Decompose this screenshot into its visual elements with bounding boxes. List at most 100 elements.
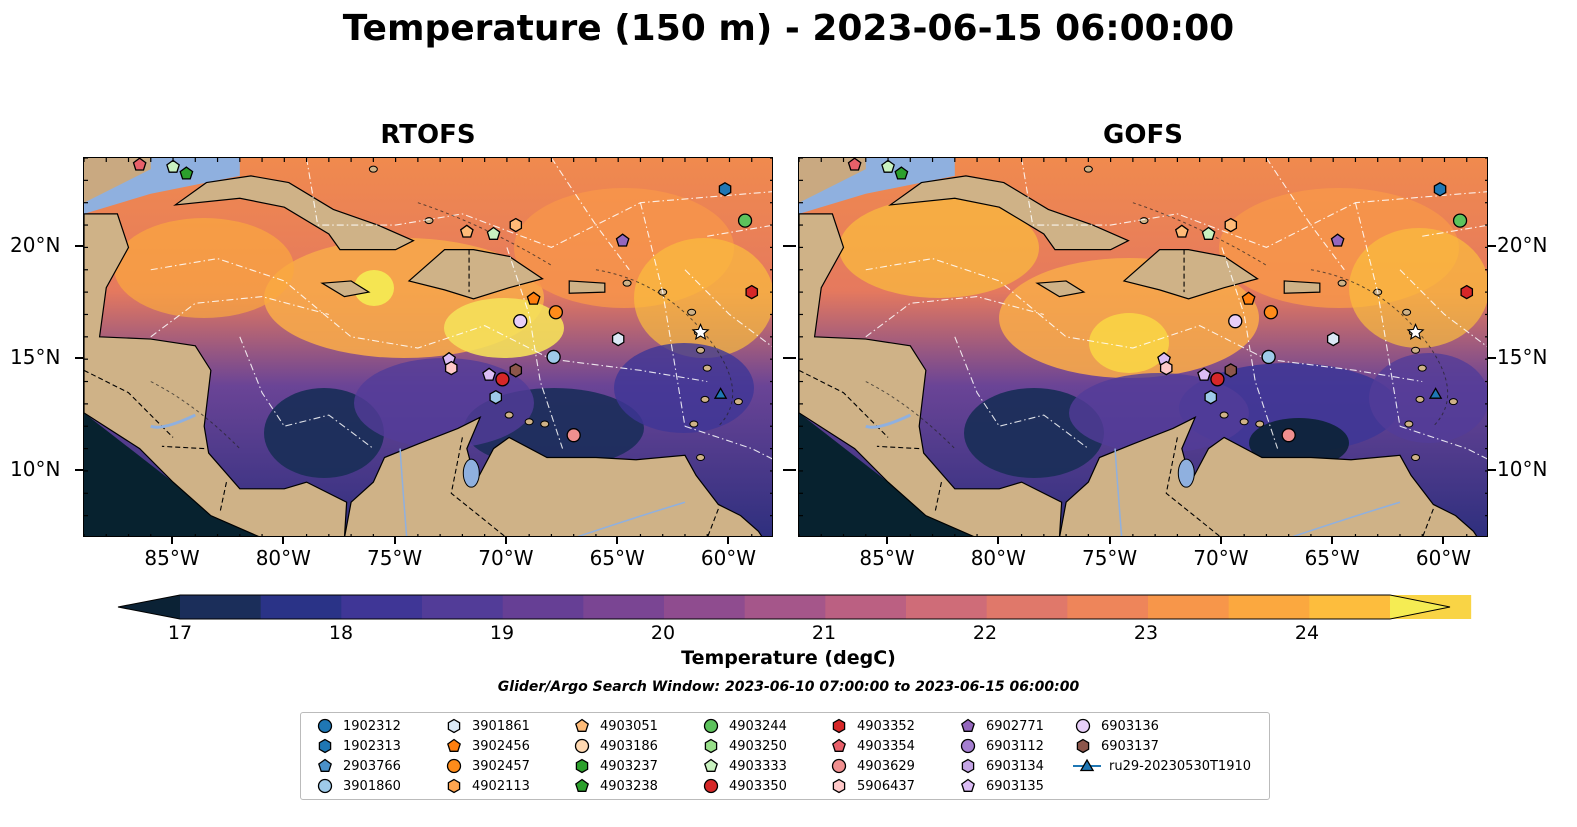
map-panel-rtofs — [83, 157, 773, 537]
float-marker — [166, 159, 180, 173]
legend-item: 3902457 — [444, 756, 530, 776]
figure-title: Temperature (150 m) - 2023-06-15 06:00:0… — [342, 8, 1235, 49]
legend-item: 4903237 — [572, 756, 658, 776]
float-marker — [847, 158, 862, 171]
legend-item: 4903186 — [572, 736, 658, 756]
colorbar-tick-label: 20 — [650, 622, 676, 644]
legend-label: 4903237 — [600, 758, 658, 774]
float-marker — [611, 331, 625, 347]
legend-marker-icon — [1073, 758, 1101, 772]
legend-item: 3901861 — [444, 716, 530, 736]
float-marker — [509, 217, 523, 233]
float-marker — [486, 226, 501, 240]
float-marker — [1210, 372, 1225, 387]
float-marker — [495, 372, 510, 387]
legend-label: 6903112 — [986, 738, 1044, 754]
x-tick-label: 85°W — [859, 546, 915, 570]
legend-item: ru29-20230530T1910 — [1073, 756, 1251, 776]
legend-marker-icon — [961, 778, 975, 792]
float-marker — [1263, 305, 1279, 320]
float-marker — [1241, 291, 1256, 305]
colorbar-tick-label: 21 — [811, 622, 837, 644]
float-marker — [179, 166, 194, 180]
search-window-text: Glider/Argo Search Window: 2023-06-10 07… — [497, 679, 1080, 695]
colorbar — [117, 594, 1472, 620]
float-marker — [1428, 387, 1443, 399]
legend-label: 4903354 — [857, 738, 915, 754]
x-tick-label: 75°W — [1081, 546, 1138, 570]
legend-marker-icon — [574, 738, 590, 754]
legend-item: 4903333 — [701, 756, 787, 776]
float-marker — [509, 363, 523, 378]
legend-marker-icon — [704, 758, 718, 772]
legend-label: 5906437 — [857, 778, 915, 794]
legend-marker-icon — [831, 758, 847, 774]
x-tick-label: 65°W — [1304, 546, 1360, 570]
colorbar-tick-label: 17 — [167, 622, 193, 644]
legend-label: 6903135 — [986, 778, 1044, 794]
colorbar-label: Temperature (degC) — [681, 647, 896, 669]
legend-label: 1902312 — [343, 718, 401, 734]
float-marker — [894, 166, 909, 180]
float-marker — [1406, 323, 1425, 340]
legend-item: 4903250 — [701, 736, 787, 756]
float-marker — [513, 314, 528, 329]
float-marker — [1224, 217, 1238, 233]
float-marker — [1197, 367, 1212, 381]
legend-label: 6903136 — [1101, 718, 1159, 734]
legend-marker-icon — [703, 718, 719, 734]
legend-marker-icon — [447, 718, 461, 734]
y-tick-label-right: 20°N — [1497, 233, 1548, 258]
y-tick-label-left: 10°N — [10, 456, 61, 481]
legend-marker-icon — [1075, 718, 1091, 734]
legend-marker-icon — [832, 738, 846, 752]
float-marker — [713, 387, 728, 399]
legend-marker-icon — [317, 778, 333, 794]
legend-marker-icon — [961, 758, 975, 774]
legend-label: 3901860 — [343, 778, 401, 794]
legend-marker-icon — [575, 758, 589, 774]
float-marker — [132, 158, 147, 171]
legend-label: 4903629 — [857, 758, 915, 774]
legend-item: 6903112 — [958, 736, 1044, 756]
x-tick-label: 85°W — [144, 546, 200, 570]
float-marker — [489, 389, 503, 405]
float-marker — [1330, 233, 1345, 247]
legend-marker-icon — [447, 738, 461, 752]
float-marker — [1228, 314, 1243, 329]
float-marker — [737, 213, 753, 228]
float-marker — [881, 159, 895, 173]
y-tick-label-left: 20°N — [10, 233, 61, 258]
legend-marker-icon — [961, 718, 975, 732]
map-panel-gofs — [798, 157, 1488, 537]
x-tick-label: 60°W — [700, 546, 757, 570]
legend-marker-icon — [832, 718, 846, 734]
float-marker — [615, 233, 630, 247]
colorbar-tick-label: 22 — [972, 622, 998, 644]
legend-label: ru29-20230530T1910 — [1109, 758, 1252, 774]
float-marker — [1433, 182, 1447, 197]
legend-marker-icon — [960, 738, 976, 754]
colorbar-tick-label: 19 — [489, 622, 515, 644]
legend-label: 4903352 — [857, 718, 915, 734]
legend-item: 6903134 — [958, 756, 1044, 776]
y-tick-label-left: 15°N — [10, 345, 61, 370]
legend-marker-icon — [704, 738, 718, 754]
float-marker — [1281, 428, 1296, 443]
float-marker — [1261, 349, 1276, 365]
legend-label: 3901861 — [472, 718, 530, 734]
legend-item: 4903350 — [701, 776, 787, 796]
float-marker — [1460, 284, 1474, 300]
x-tick-label: 80°W — [970, 546, 1026, 570]
y-tick-label-right: 10°N — [1497, 456, 1548, 481]
legend-marker-icon — [318, 758, 332, 772]
legend-label: 4903250 — [729, 738, 787, 754]
legend-item: 4903051 — [572, 716, 658, 736]
float-marker — [1452, 213, 1468, 228]
x-tick-label: 60°W — [1415, 546, 1472, 570]
float-marker — [1326, 331, 1340, 347]
float-marker — [1204, 389, 1218, 405]
x-tick-label: 65°W — [589, 546, 645, 570]
legend-label: 1902313 — [343, 738, 401, 754]
legend-marker-icon — [318, 738, 332, 754]
